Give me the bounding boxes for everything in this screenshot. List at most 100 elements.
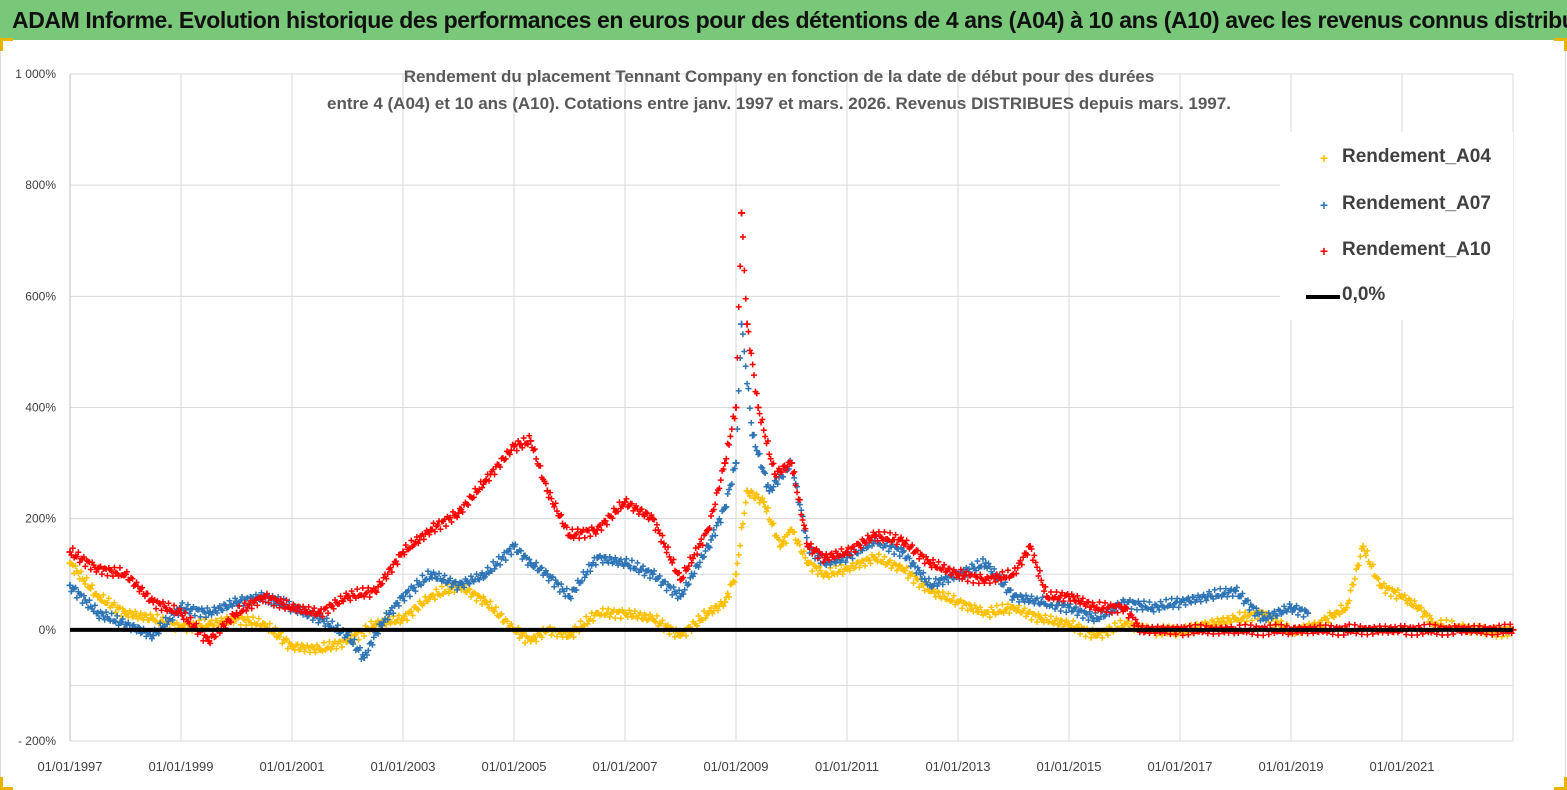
interp-point-a04 (430, 592, 437, 599)
interp-point-a10 (720, 466, 727, 473)
interp-point-a10 (748, 350, 755, 357)
interp-point-a07 (1222, 585, 1229, 592)
interp-point-a10 (554, 508, 561, 515)
interp-point-a10 (519, 444, 526, 451)
interp-point-a07 (1281, 603, 1288, 610)
x-tick-label: 01/01/2019 (1258, 759, 1323, 774)
interp-point-a04 (1003, 606, 1010, 613)
interp-point-a04 (605, 605, 612, 612)
interp-point-a07 (651, 567, 658, 574)
interp-point-a04 (424, 598, 431, 605)
interp-point-a04 (111, 599, 118, 606)
interp-point-a10 (552, 500, 559, 507)
interp-point-a04 (473, 597, 480, 604)
interp-point-a07 (1168, 595, 1175, 602)
interp-point-a07 (986, 563, 993, 570)
x-axis: 01/01/1997 01/01/1999 01/01/2001 01/01/2003… (37, 759, 1434, 774)
interp-point-a10 (794, 489, 801, 496)
interp-point-a10 (1272, 621, 1279, 628)
interp-point-a10 (361, 593, 368, 600)
interp-point-a10 (1042, 583, 1049, 590)
interp-point-a10 (1403, 631, 1410, 638)
data-point-a10 (721, 459, 729, 467)
interp-point-a07 (920, 569, 927, 576)
interp-point-a07 (452, 578, 459, 585)
interp-point-a10 (1340, 632, 1347, 639)
interp-point-a10 (277, 596, 284, 603)
frame-corner-handle[interactable] (1554, 38, 1567, 51)
interp-point-a07 (447, 575, 454, 582)
legend (1280, 132, 1513, 320)
interp-point-a04 (431, 596, 438, 603)
interp-point-a10 (807, 540, 814, 547)
interp-point-a04 (1346, 597, 1353, 604)
interp-point-a10 (592, 530, 599, 537)
interp-point-a07 (441, 572, 448, 579)
interp-point-a10 (336, 600, 343, 607)
interp-point-a10 (881, 528, 888, 535)
legend-label-a04: Rendement_A04 (1342, 146, 1491, 167)
interp-point-a07 (545, 577, 552, 584)
interp-point-a04 (196, 617, 203, 624)
interp-point-a10 (1483, 631, 1490, 638)
data-point-a04 (732, 570, 740, 578)
interp-point-a04 (134, 615, 141, 622)
interp-point-a04 (112, 609, 119, 616)
interp-point-a10 (609, 515, 616, 522)
interp-point-a07 (716, 515, 723, 522)
interp-point-a04 (1117, 617, 1124, 624)
interp-point-a10 (330, 605, 337, 612)
interp-point-a10 (659, 532, 666, 539)
interp-point-a04 (438, 583, 445, 590)
interp-point-a04 (701, 608, 708, 615)
interp-point-a10 (347, 597, 354, 604)
interp-point-a04 (104, 599, 111, 606)
interp-point-a07 (685, 581, 692, 588)
interp-point-a07 (412, 588, 419, 595)
interp-point-a07 (211, 604, 218, 611)
interp-point-a10 (1185, 631, 1192, 638)
interp-point-a10 (796, 496, 803, 503)
interp-point-a04 (1240, 614, 1247, 621)
interp-point-a10 (735, 303, 742, 310)
data-point-a10 (732, 404, 740, 411)
interp-point-a07 (1052, 605, 1059, 612)
interp-point-a10 (265, 599, 272, 606)
data-point-a07 (704, 542, 712, 550)
interp-point-a04 (652, 618, 659, 625)
interp-point-a10 (633, 502, 640, 509)
interp-point-a04 (333, 645, 340, 652)
interp-point-a10 (792, 482, 799, 489)
interp-point-a10 (1103, 609, 1110, 616)
interp-point-a07 (746, 405, 753, 412)
interp-point-a04 (130, 613, 137, 620)
frame-corner-handle[interactable] (0, 38, 13, 51)
interp-point-a10 (770, 460, 777, 467)
interp-point-a04 (82, 580, 89, 587)
interp-point-a04 (216, 619, 223, 626)
interp-point-a10 (660, 540, 667, 547)
frame-corner-handle[interactable] (0, 777, 13, 790)
interp-point-a07 (533, 559, 540, 566)
interp-point-a10 (411, 541, 418, 548)
interp-point-a07 (623, 555, 630, 562)
interp-point-a04 (959, 605, 966, 612)
interp-point-a10 (290, 601, 297, 608)
interp-point-a04 (1380, 580, 1387, 587)
interp-point-a10 (914, 547, 921, 554)
interp-point-a04 (1411, 597, 1418, 604)
interp-point-a07 (1188, 599, 1195, 606)
interp-point-a07 (334, 622, 341, 629)
frame-corner-handle[interactable] (1554, 777, 1567, 790)
interp-point-a10 (1322, 622, 1329, 629)
interp-point-a10 (766, 451, 773, 458)
interp-point-a07 (383, 610, 390, 617)
interp-point-a07 (112, 618, 119, 625)
interp-point-a10 (1133, 620, 1140, 627)
interp-point-a07 (1063, 609, 1070, 616)
interp-point-a07 (1074, 612, 1081, 619)
interp-point-a10 (809, 550, 816, 557)
interp-point-a10 (1034, 564, 1041, 571)
interp-point-a10 (104, 572, 111, 579)
interp-point-a10 (1426, 621, 1433, 628)
